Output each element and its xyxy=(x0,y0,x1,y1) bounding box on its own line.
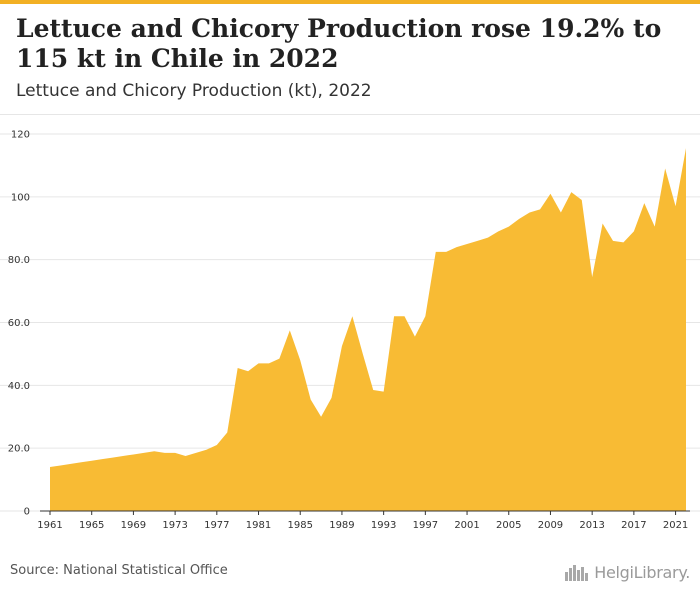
logo-wordmark: HelgiLibrary. xyxy=(594,562,690,582)
x-tick-label: 2001 xyxy=(454,520,479,531)
x-axis: 1961 1965 1969 1973 1977 1981 1985 1989 1993 1997… xyxy=(37,510,690,531)
x-tick-label: 1961 xyxy=(37,520,62,531)
x-tick-label: 1997 xyxy=(413,520,438,531)
y-axis: 0 20.0 40.0 60.0 80.0 100 120 xyxy=(8,130,30,518)
y-tick-label: 20.0 xyxy=(8,444,30,455)
x-tick-label: 2017 xyxy=(621,520,646,531)
helgi-library-logo: HelgiLibrary. xyxy=(564,560,690,584)
data-series xyxy=(50,148,686,511)
x-tick-label: 1993 xyxy=(371,520,396,531)
x-tick-label: 1973 xyxy=(162,520,187,531)
y-tick-label: 80.0 xyxy=(8,255,30,266)
x-tick-label: 1977 xyxy=(204,520,229,531)
y-tick-label: 0 xyxy=(24,507,30,518)
x-tick-label: 2009 xyxy=(538,520,563,531)
x-tick-label: 2021 xyxy=(663,520,688,531)
y-tick-label: 120 xyxy=(11,130,30,141)
x-tick-label: 2005 xyxy=(496,520,521,531)
y-tick-label: 60.0 xyxy=(8,318,30,329)
chart-title: Lettuce and Chicory Production rose 19.2… xyxy=(16,14,662,73)
y-tick-label: 100 xyxy=(11,192,30,203)
y-tick-label: 40.0 xyxy=(8,381,30,392)
source-note: Source: National Statistical Office xyxy=(10,563,228,578)
top-accent-bar xyxy=(0,0,700,4)
x-tick-label: 1989 xyxy=(329,520,354,531)
x-tick-label: 1969 xyxy=(121,520,146,531)
skyline-logo-icon xyxy=(565,565,589,581)
area-chart: 0 20.0 40.0 60.0 80.0 100 120 1961 1965 1969 1973… xyxy=(0,130,700,531)
header-divider xyxy=(0,114,700,115)
x-tick-label: 2013 xyxy=(579,520,604,531)
x-tick-label: 1985 xyxy=(288,520,313,531)
x-tick-label: 1981 xyxy=(246,520,271,531)
x-tick-label: 1965 xyxy=(79,520,104,531)
production-area xyxy=(50,148,686,511)
chart-subtitle: Lettuce and Chicory Production (kt), 202… xyxy=(16,81,372,101)
